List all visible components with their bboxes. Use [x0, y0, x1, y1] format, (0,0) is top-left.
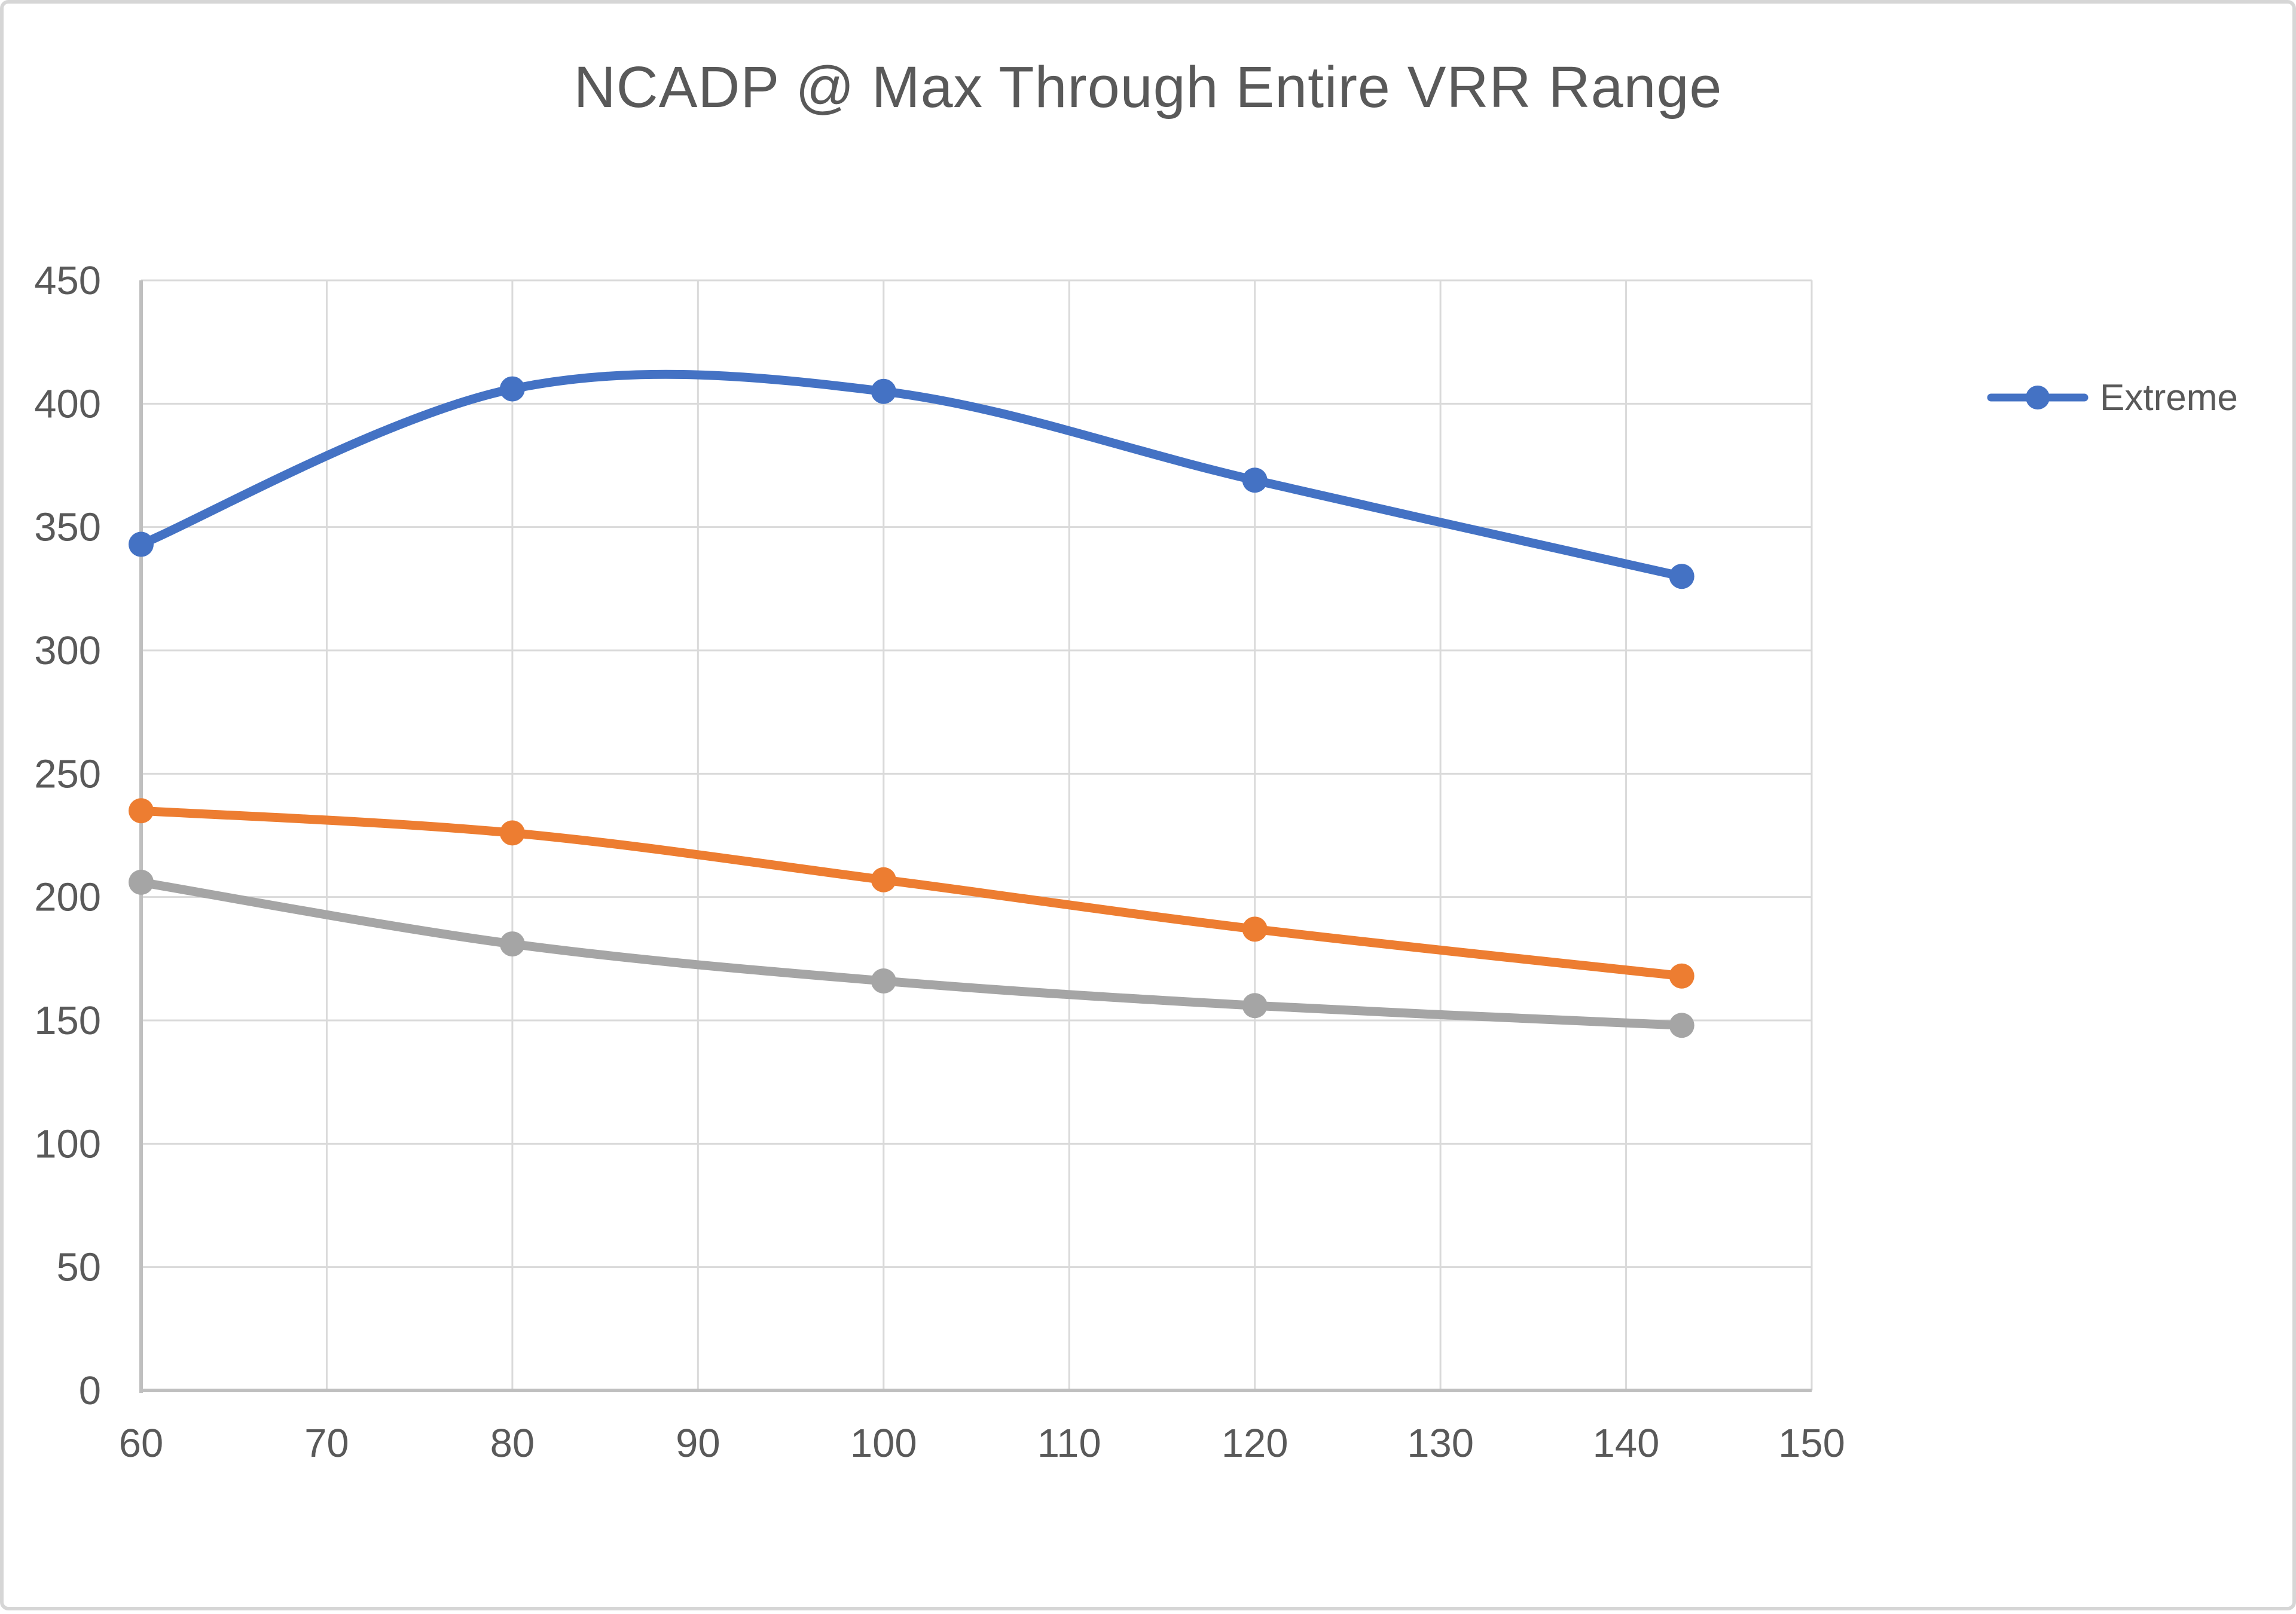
y-tick-label-0: 0: [79, 1368, 101, 1413]
x-tick-label-110: 110: [1037, 1421, 1101, 1466]
x-tick-label-80: 80: [490, 1421, 535, 1466]
data-point-series-2-x120: [1242, 916, 1268, 942]
legend-marker-dot: [2026, 386, 2050, 409]
line-chart-canvas: 0 50 100 150 200 250 300 350 400 450 60 70 80 90 100 11…: [34, 258, 1845, 1466]
y-tick-label-150: 150: [34, 998, 101, 1043]
y-tick-label-50: 50: [56, 1245, 101, 1290]
x-tick-label-70: 70: [304, 1421, 349, 1466]
chart-title: NCADP @ Max Through Entire VRR Range: [573, 54, 1723, 120]
data-point-series-2-x100: [871, 867, 896, 892]
data-point-series-2-x60: [129, 798, 154, 824]
legend: Extreme: [1986, 371, 2238, 424]
data-point-series-3-x60: [129, 869, 154, 895]
y-tick-label-400: 400: [34, 381, 101, 426]
x-tick-label-90: 90: [676, 1421, 720, 1466]
data-point-extreme-x80: [499, 376, 525, 402]
legend-label-extreme: Extreme: [2100, 377, 2238, 418]
x-tick-label-150: 150: [1778, 1421, 1845, 1466]
y-tick-label-350: 350: [34, 505, 101, 550]
y-tick-label-300: 300: [34, 628, 101, 673]
y-tick-label-200: 200: [34, 875, 101, 920]
data-point-series-3-x143: [1669, 1013, 1694, 1038]
data-point-extreme-x60: [129, 531, 154, 557]
series-line-series-2: [136, 806, 1687, 981]
x-tick-label-120: 120: [1222, 1421, 1289, 1466]
series-line-extreme: [136, 369, 1687, 581]
x-tick-label-100: 100: [850, 1421, 917, 1466]
data-point-series-3-x120: [1242, 993, 1268, 1019]
data-point-series-3-x100: [871, 968, 896, 994]
data-point-series-2-x143: [1669, 963, 1694, 989]
x-tick-label-130: 130: [1407, 1421, 1474, 1466]
y-tick-label-250: 250: [34, 751, 101, 796]
x-tick-label-60: 60: [119, 1421, 164, 1466]
legend-swatch-extreme: [1987, 386, 2089, 409]
data-point-extreme-x100: [871, 378, 896, 404]
data-point-extreme-x143: [1669, 564, 1694, 589]
data-point-extreme-x120: [1242, 467, 1268, 493]
y-tick-label-100: 100: [34, 1121, 101, 1166]
data-point-series-2-x80: [499, 820, 525, 846]
data-point-series-3-x80: [499, 931, 525, 957]
y-tick-label-450: 450: [34, 258, 101, 303]
x-tick-label-140: 140: [1593, 1421, 1660, 1466]
